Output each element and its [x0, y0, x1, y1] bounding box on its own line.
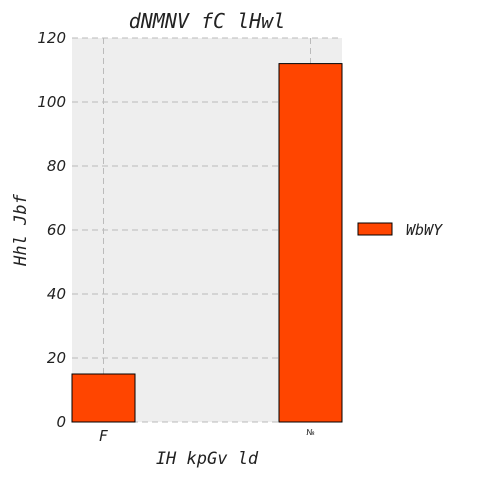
y-tick-label: 20 [47, 349, 66, 367]
x-tick-label: № [306, 428, 315, 437]
y-tick-labels: 0 20 40 60 80 100 120 [37, 29, 66, 431]
y-tick-label: 80 [47, 157, 66, 175]
x-axis-label: IH kpGv ld [156, 449, 259, 469]
legend: WbWY [357, 221, 443, 239]
bars [71, 63, 343, 423]
bar [71, 373, 136, 423]
bar [278, 63, 343, 423]
y-axis-label: Hhl Jbf [11, 193, 31, 266]
y-tick-label: 120 [37, 29, 66, 47]
y-tick-label: 60 [47, 221, 66, 239]
y-tick-label: 40 [47, 285, 66, 303]
x-tick-labels: F № [99, 427, 315, 445]
x-tick-label: F [99, 427, 108, 445]
chart-title: dNMNV fC lHwl [129, 9, 286, 33]
y-tick-label: 0 [56, 413, 66, 431]
legend-label: WbWY [406, 221, 443, 239]
legend-swatch [357, 222, 393, 236]
y-tick-label: 100 [37, 93, 66, 111]
